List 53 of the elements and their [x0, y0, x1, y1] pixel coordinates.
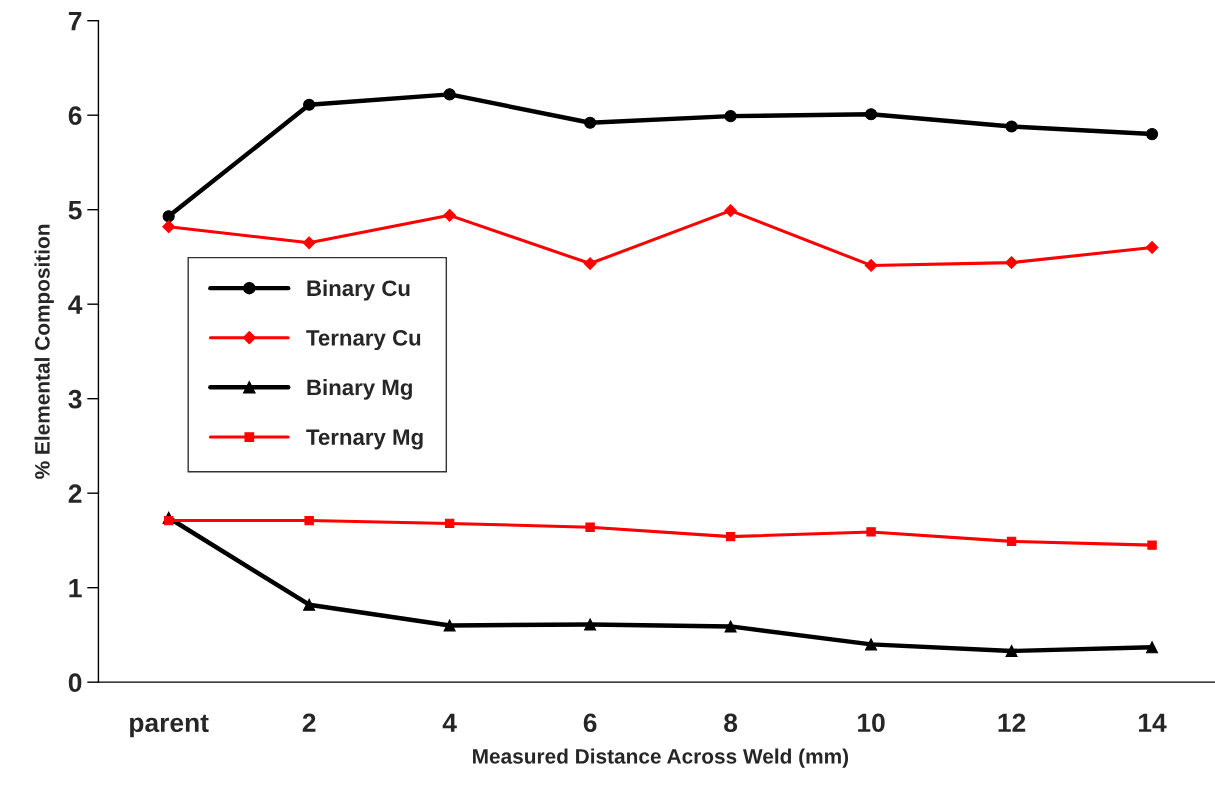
y-axis-title: % Elemental Composition	[34, 224, 54, 479]
point	[444, 518, 455, 529]
point	[864, 259, 878, 272]
point	[724, 110, 737, 123]
point	[443, 619, 456, 632]
point	[724, 204, 738, 218]
y-tick-label: 2	[68, 484, 82, 503]
point	[163, 515, 174, 526]
y-tick-label: 0	[68, 673, 82, 692]
legend-label: Binary Mg	[307, 379, 412, 400]
x-tick-label: 12	[998, 713, 1026, 732]
point	[443, 208, 457, 222]
y-tick-label: 4	[68, 295, 83, 314]
point	[866, 527, 876, 537]
point	[304, 515, 314, 526]
point	[1005, 644, 1018, 658]
point	[1147, 540, 1157, 550]
y-tick-label: 6	[68, 106, 82, 126]
x-tick-label: 4	[442, 713, 457, 732]
point	[162, 220, 176, 234]
point	[584, 116, 597, 129]
point	[865, 638, 878, 651]
point	[585, 522, 595, 532]
x-tick-label: 10	[858, 713, 885, 733]
point	[725, 531, 736, 542]
point	[443, 88, 456, 101]
point	[1145, 128, 1159, 141]
x-tick-label: 8	[724, 713, 738, 733]
y-tick-label: 5	[68, 201, 82, 220]
point	[583, 257, 597, 270]
x-axis-title: Measured Distance Across Weld (mm)	[473, 748, 849, 768]
point	[303, 98, 316, 111]
x-tick-label: 6	[583, 713, 597, 733]
point	[724, 620, 737, 633]
point	[1145, 641, 1159, 654]
x-tick-label: 2	[302, 713, 316, 732]
y-tick-label: 1	[69, 579, 82, 598]
point	[302, 236, 316, 250]
point	[1005, 256, 1018, 270]
point	[584, 618, 597, 631]
point	[1005, 120, 1018, 133]
point	[1145, 241, 1159, 254]
point	[865, 108, 878, 121]
x-tick-label: parent	[130, 714, 209, 738]
x-tick-label: 14	[1139, 713, 1167, 732]
y-tick-label: 3	[68, 389, 82, 409]
legend-label: Binary Cu	[307, 279, 410, 301]
point	[1006, 536, 1017, 547]
legend-label: Ternary Mg	[306, 429, 423, 450]
point	[162, 210, 175, 223]
y-tick-label: 7	[68, 12, 82, 31]
legend-label: Ternary Cu	[306, 329, 421, 351]
point	[303, 598, 316, 611]
